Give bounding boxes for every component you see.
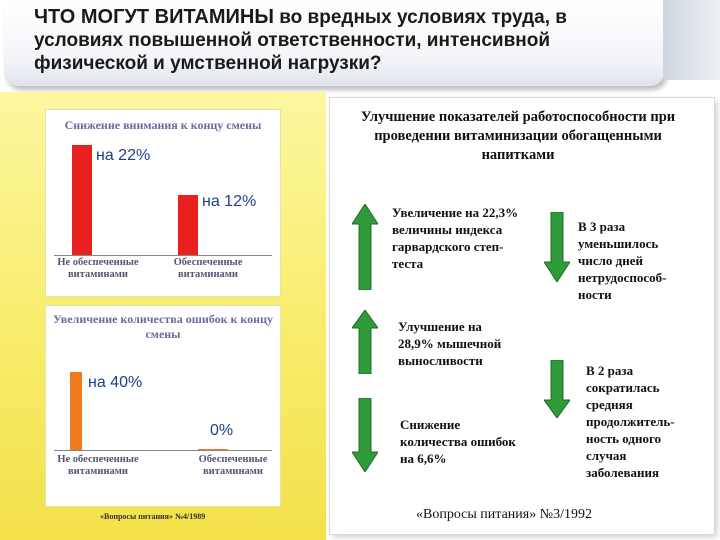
arrow-up-icon [352,204,378,290]
arrow-up-icon [352,310,378,374]
chart1-category-unsupplied: Не обеспеченные витаминами [57,257,139,280]
title-line-3: физической и умственной нагрузки? [34,53,382,74]
slide-title: ЧТО МОГУТ ВИТАМИНЫ во вредных условиях т… [34,6,634,75]
chart2-data-label-unsupplied: на 40% [88,374,143,391]
arrow-down-icon [352,398,378,472]
left-source-citation: «Вопросы питания» №4/1989 [100,512,206,521]
right-panel [330,98,714,534]
chart1-data-label-unsupplied: на 22% [96,147,151,164]
chart2-category-supplied: Обеспеченные витаминами [198,454,268,477]
right-panel-title: Улучшение показателей работоспособности … [360,109,676,163]
item-sick-days: В 3 раза уменьшилось число дней нетрудос… [578,219,667,302]
right-source-citation: «Вопросы питания» №3/1992 [416,507,592,522]
item-muscle-endurance: Улучшение на 28,9% мышечной выносливости [398,319,502,368]
arrow-down-icon [544,360,570,418]
chart2-baseline [54,450,272,451]
chart1-category-supplied: Обеспеченные витаминами [173,257,243,280]
title-line1-rest: во вредных условиях труда, в [273,7,567,28]
chart2-bar-unsupplied [70,372,82,450]
chart1-title: Снижение внимания к концу смены [64,118,262,132]
title-banner [4,2,664,86]
chart2-bar-supplied [198,449,228,450]
chart2-category-unsupplied: Не обеспеченные витаминами [57,454,139,477]
chart1-bar-unsupplied [72,145,92,255]
title-line-1: ЧТО МОГУТ ВИТАМИНЫ во вредных условиях т… [34,6,634,29]
chart1-baseline [54,255,272,256]
arrow-down-icon [544,212,570,282]
chart1-data-label-supplied: на 12% [202,193,257,210]
title-line-2: условиях повышенной ответственности, инт… [34,30,551,51]
chart1-bar-supplied [178,195,198,255]
title-accent-decoration [663,0,720,80]
item-error-reduction: Снижение количества ошибок на 6,6% [400,417,516,466]
attention-chart: Снижение внимания к концу смены на 22% н… [46,110,280,296]
errors-chart: Увеличение количества ошибок к концу сме… [46,306,280,506]
item-harvard-step-test: Увеличение на 22,3% величины индекса гар… [392,205,519,271]
item-illness-duration: В 2 раза сократилась средняя продолжител… [586,363,675,480]
chart2-data-label-supplied: 0% [210,422,234,439]
title-caps: ЧТО МОГУТ ВИТАМИНЫ [34,6,274,28]
chart2-title: Увеличение количества ошибок к концу сме… [52,312,273,341]
